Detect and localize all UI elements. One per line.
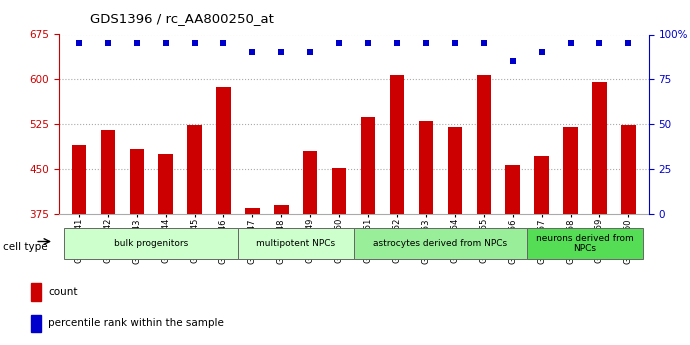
Bar (188, 125, 201, 214)
Bar (390, 75, 404, 214)
Bar (64, 228, 238, 259)
Bar (419, 121, 433, 214)
Text: GDS1396 / rc_AA800250_at: GDS1396 / rc_AA800250_at (90, 12, 273, 25)
Point (507, 59, 518, 64)
Bar (31, 284, 41, 301)
Bar (527, 228, 643, 259)
Point (334, 41, 345, 46)
Text: cell type: cell type (3, 242, 48, 252)
Bar (245, 208, 259, 214)
Point (594, 41, 605, 46)
Bar (101, 130, 115, 214)
Bar (303, 151, 317, 214)
Point (276, 50, 287, 55)
Point (102, 41, 113, 46)
Text: multipotent NPCs: multipotent NPCs (256, 239, 335, 248)
Bar (31, 315, 41, 332)
Point (218, 41, 229, 46)
Point (160, 41, 171, 46)
Point (247, 50, 258, 55)
Point (449, 41, 460, 46)
Bar (448, 127, 462, 214)
Bar (159, 154, 173, 214)
Bar (130, 149, 144, 214)
Point (420, 41, 431, 46)
Point (189, 41, 200, 46)
Point (478, 41, 489, 46)
Point (305, 50, 316, 55)
Bar (506, 166, 520, 214)
Point (536, 50, 547, 55)
Text: count: count (48, 287, 78, 297)
Bar (216, 87, 230, 214)
Text: percentile rank within the sample: percentile rank within the sample (48, 318, 224, 328)
Bar (477, 75, 491, 214)
Bar (563, 127, 578, 214)
Point (73, 41, 84, 46)
Bar (72, 145, 86, 214)
Point (391, 41, 402, 46)
Bar (238, 228, 353, 259)
Bar (332, 168, 346, 214)
Bar (274, 205, 288, 214)
Bar (621, 125, 635, 214)
Text: neurons derived from
NPCs: neurons derived from NPCs (536, 234, 634, 253)
Bar (353, 228, 527, 259)
Bar (592, 82, 607, 214)
Text: astrocytes derived from NPCs: astrocytes derived from NPCs (373, 239, 507, 248)
Point (565, 41, 576, 46)
Point (623, 41, 634, 46)
Bar (361, 117, 375, 214)
Point (362, 41, 373, 46)
Text: bulk progenitors: bulk progenitors (114, 239, 188, 248)
Bar (534, 156, 549, 214)
Point (131, 41, 142, 46)
